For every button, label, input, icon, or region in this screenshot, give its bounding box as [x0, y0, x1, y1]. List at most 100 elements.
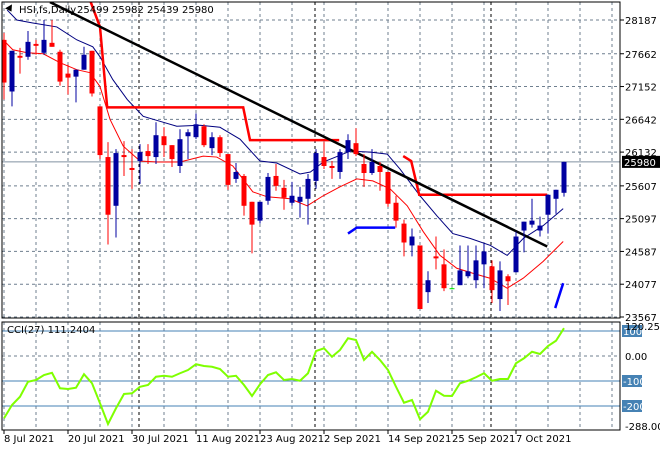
symbol-timeframe: HSI,fs,Daily	[19, 5, 76, 16]
bullish-candle	[257, 201, 263, 224]
bearish-candle	[121, 141, 127, 176]
bearish-candle	[417, 245, 423, 310]
candle-body	[97, 106, 103, 156]
bullish-candle	[185, 129, 191, 160]
bullish-candle	[297, 186, 303, 218]
x-tick-label: 20 Jul 2021	[68, 434, 125, 445]
bearish-candle	[377, 162, 383, 191]
cci-level-box	[622, 375, 642, 387]
candle-body	[9, 50, 15, 92]
bullish-candle	[513, 231, 519, 273]
bullish-candle	[529, 198, 535, 228]
candle-body	[185, 132, 191, 137]
main-panel-frame	[1, 1, 621, 319]
x-tick-label: 2 Sep 2021	[324, 434, 381, 445]
candle-body	[209, 137, 215, 149]
bullish-candle	[233, 163, 239, 183]
candle-body	[137, 152, 143, 162]
candle-body	[257, 201, 263, 221]
candle-body	[25, 41, 31, 57]
stop-red-line	[402, 155, 548, 197]
bullish-candle	[473, 245, 479, 289]
candle-body	[337, 152, 343, 172]
bearish-candle	[1, 32, 7, 100]
x-tick-label: 11 Aug 2021	[196, 434, 260, 445]
bearish-candle	[169, 145, 175, 168]
candle-body	[217, 137, 223, 154]
bullish-candle	[25, 31, 31, 60]
cci-level-label: -200	[623, 402, 646, 413]
candle-body	[489, 266, 495, 291]
cci-panel-frame	[1, 321, 621, 431]
bearish-candle	[17, 47, 23, 74]
bullish-candle	[465, 245, 471, 279]
candle-body	[305, 178, 311, 199]
candles	[1, 20, 567, 312]
x-tick-label: 14 Sep 2021	[388, 434, 451, 445]
candle-body	[41, 39, 47, 53]
bullish-candle	[561, 161, 567, 197]
candle-body	[289, 195, 295, 203]
cci-panel: 100 -100 -200 120.2523 0.00 -288.008 CCI(27) 1…	[2, 322, 660, 433]
bullish-candle	[9, 50, 15, 107]
candle-body	[129, 167, 135, 170]
bullish-candle	[137, 144, 143, 184]
y-tick-label: 24077	[625, 280, 657, 291]
bullish-candle	[425, 271, 431, 304]
bearish-candle	[161, 127, 167, 158]
cci-tick-label: -288.008	[625, 422, 660, 433]
cci-level-label: 100	[623, 327, 642, 338]
bearish-candle	[97, 106, 103, 160]
bullish-candle	[177, 129, 183, 173]
candle-body	[57, 51, 63, 82]
candle-body	[457, 270, 463, 286]
candle-body	[329, 165, 335, 168]
bearish-candle	[433, 236, 439, 270]
bearish-candle	[145, 144, 151, 164]
candle-body	[465, 271, 471, 277]
candle-body	[441, 264, 447, 289]
bearish-candle	[33, 39, 39, 55]
candle-body	[121, 155, 127, 158]
bullish-candle	[369, 149, 375, 175]
candle-body	[313, 153, 319, 181]
y-tick-label: 26642	[625, 115, 657, 126]
bullish-candle	[497, 261, 503, 312]
candle-body	[233, 171, 239, 179]
x-tick-label: 23 Aug 2021	[260, 434, 324, 445]
candle-body	[201, 126, 207, 146]
bearish-candle	[281, 179, 287, 210]
candle-body	[521, 221, 527, 231]
triangle-down-icon[interactable]	[5, 4, 15, 13]
candle-body	[89, 50, 95, 94]
stop-blue-line	[347, 226, 396, 235]
bullish-candle	[457, 245, 463, 286]
bullish-candle	[81, 46, 87, 70]
candle-body	[281, 187, 287, 198]
bearish-candle	[217, 135, 223, 158]
bullish-candle	[481, 243, 487, 289]
x-tick-label: 25 Sep 2021	[452, 434, 515, 445]
indicator-overlays	[2, 2, 565, 309]
bearish-candle	[65, 64, 71, 95]
bullish-candle	[73, 69, 79, 103]
candle-body	[433, 256, 439, 259]
candle-body	[473, 260, 479, 281]
candle-body	[385, 171, 391, 204]
candle-body	[545, 194, 551, 215]
bearish-candle	[105, 142, 111, 245]
candle-body	[417, 245, 423, 310]
chart-header: HSI,fs,Daily 25499 25982 25439 25980	[5, 4, 214, 16]
candle-body	[113, 153, 119, 206]
x-tick-label: 7 Oct 2021	[516, 434, 571, 445]
candle-body	[561, 161, 567, 193]
candle-body	[153, 135, 159, 158]
candle-body	[145, 151, 151, 157]
candle-body	[161, 136, 167, 146]
candle-body	[321, 157, 327, 166]
bearish-candle	[505, 274, 511, 306]
candle-body	[1, 39, 7, 83]
bearish-candle	[353, 128, 359, 157]
candle-body	[369, 162, 375, 173]
